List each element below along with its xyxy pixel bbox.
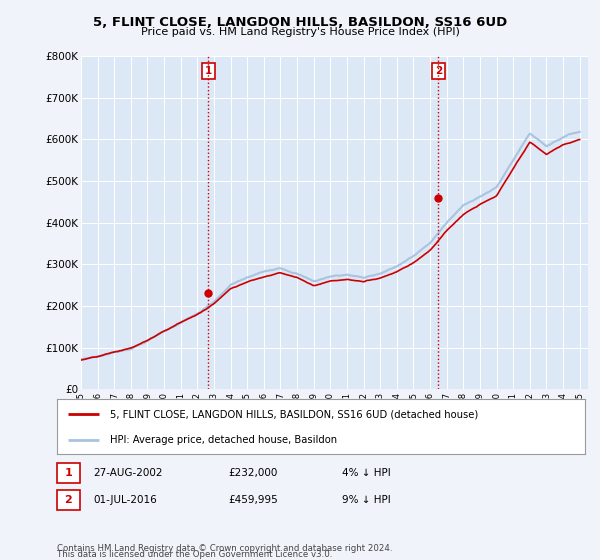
Text: HPI: Average price, detached house, Basildon: HPI: Average price, detached house, Basi… [110,435,337,445]
Text: Contains HM Land Registry data © Crown copyright and database right 2024.: Contains HM Land Registry data © Crown c… [57,544,392,553]
Text: 4% ↓ HPI: 4% ↓ HPI [342,468,391,478]
Text: 2: 2 [65,495,72,505]
Text: Price paid vs. HM Land Registry's House Price Index (HPI): Price paid vs. HM Land Registry's House … [140,27,460,37]
Text: 5, FLINT CLOSE, LANGDON HILLS, BASILDON, SS16 6UD (detached house): 5, FLINT CLOSE, LANGDON HILLS, BASILDON,… [110,409,478,419]
Text: 2: 2 [435,66,442,76]
Text: 01-JUL-2016: 01-JUL-2016 [93,495,157,505]
Text: 1: 1 [65,468,72,478]
Text: 9% ↓ HPI: 9% ↓ HPI [342,495,391,505]
Text: 5, FLINT CLOSE, LANGDON HILLS, BASILDON, SS16 6UD: 5, FLINT CLOSE, LANGDON HILLS, BASILDON,… [93,16,507,29]
Text: £232,000: £232,000 [228,468,277,478]
Text: This data is licensed under the Open Government Licence v3.0.: This data is licensed under the Open Gov… [57,550,332,559]
Text: 27-AUG-2002: 27-AUG-2002 [93,468,163,478]
Text: 1: 1 [205,66,212,76]
Text: £459,995: £459,995 [228,495,278,505]
